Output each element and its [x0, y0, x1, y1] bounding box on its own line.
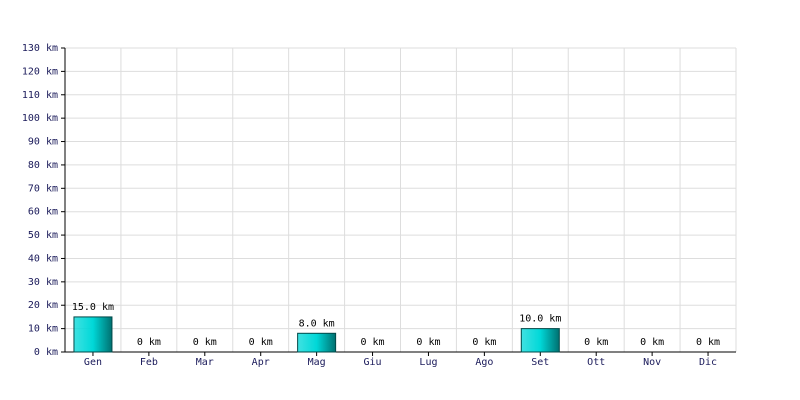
y-tick-label: 100 km	[22, 113, 58, 124]
y-tick-label: 120 km	[22, 66, 58, 77]
value-label: 0 km	[137, 337, 161, 348]
y-tick-label: 0 km	[34, 347, 58, 358]
value-label: 0 km	[584, 337, 608, 348]
value-label: 10.0 km	[519, 314, 561, 325]
value-label: 8.0 km	[299, 318, 335, 329]
x-tick-label: Dic	[699, 357, 717, 368]
value-label: 0 km	[360, 337, 384, 348]
x-tick-label: Ott	[587, 357, 605, 368]
bar	[297, 332, 337, 353]
x-tick-label: Lug	[419, 357, 437, 368]
y-tick-label: 50 km	[28, 230, 58, 241]
value-label: 0 km	[696, 337, 720, 348]
y-tick-label: 90 km	[28, 137, 58, 148]
x-tick-label: Set	[531, 357, 549, 368]
x-tick-label: Feb	[140, 357, 158, 368]
bar	[73, 316, 113, 353]
x-tick-label: Mar	[196, 357, 214, 368]
value-label: 0 km	[472, 337, 496, 348]
y-tick-label: 130 km	[22, 43, 58, 54]
bar	[520, 328, 560, 353]
y-tick-label: 110 km	[22, 90, 58, 101]
y-tick-label: 30 km	[28, 277, 58, 288]
value-label: 15.0 km	[72, 302, 114, 313]
value-label: 0 km	[640, 337, 664, 348]
y-tick-label: 60 km	[28, 207, 58, 218]
y-tick-label: 20 km	[28, 300, 58, 311]
x-tick-label: Ago	[475, 357, 493, 368]
value-label: 0 km	[193, 337, 217, 348]
value-label: 0 km	[249, 337, 273, 348]
x-tick-label: Giu	[364, 357, 382, 368]
y-tick-label: 70 km	[28, 183, 58, 194]
y-tick-label: 80 km	[28, 160, 58, 171]
value-label: 0 km	[416, 337, 440, 348]
x-tick-label: Gen	[84, 357, 102, 368]
x-tick-label: Mag	[308, 357, 326, 368]
x-tick-label: Apr	[252, 357, 270, 368]
y-tick-label: 10 km	[28, 324, 58, 335]
y-tick-label: 40 km	[28, 253, 58, 264]
x-tick-label: Nov	[643, 357, 661, 368]
